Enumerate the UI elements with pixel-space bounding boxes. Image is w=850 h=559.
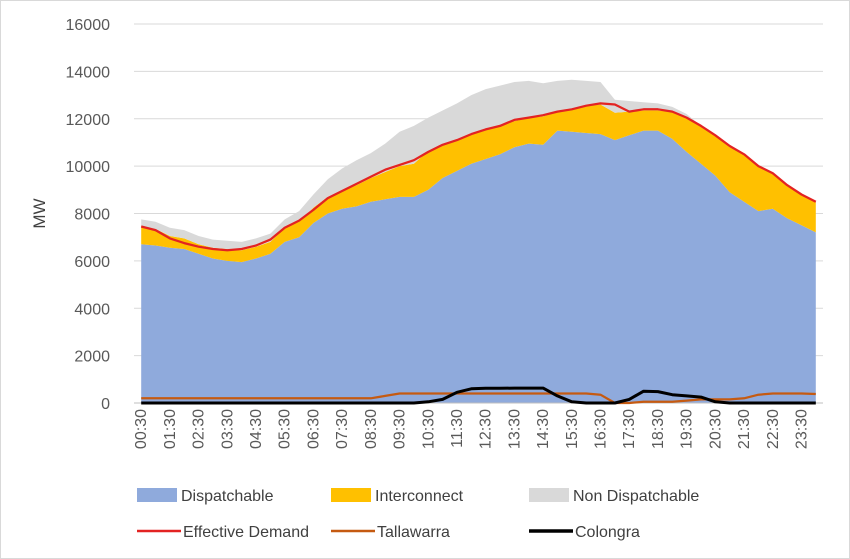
x-tick-label: 12:30 xyxy=(478,409,495,449)
x-tick-label: 23:30 xyxy=(794,409,811,449)
x-tick-label: 19:30 xyxy=(679,409,696,449)
legend-swatch-non-dispatchable xyxy=(529,488,569,502)
legend-label-interconnect: Interconnect xyxy=(375,488,464,505)
x-tick-label: 01:30 xyxy=(162,409,179,449)
y-tick-label: 12000 xyxy=(66,112,111,129)
y-tick-label: 8000 xyxy=(74,207,110,224)
area-interconnect xyxy=(141,104,816,263)
x-tick-label: 04:30 xyxy=(248,409,265,449)
x-tick-label: 20:30 xyxy=(707,409,724,449)
x-tick-label: 16:30 xyxy=(593,409,610,449)
x-tick-label: 21:30 xyxy=(736,409,753,449)
x-tick-label: 09:30 xyxy=(392,409,409,449)
x-tick-label: 22:30 xyxy=(765,409,782,449)
y-tick-label: 16000 xyxy=(66,17,111,34)
legend-label-colongra: Colongra xyxy=(575,524,640,541)
line-colongra xyxy=(141,386,816,405)
legend-label-effective-demand: Effective Demand xyxy=(183,524,309,541)
x-tick-label: 05:30 xyxy=(277,409,294,449)
y-tick-label: 14000 xyxy=(66,64,111,81)
y-tick-label: 2000 xyxy=(74,349,110,366)
y-tick-label: 10000 xyxy=(66,159,111,176)
y-tick-label: 4000 xyxy=(74,301,110,318)
x-tick-label: 02:30 xyxy=(191,409,208,449)
x-tick-label: 15:30 xyxy=(564,409,581,449)
x-tick-label: 00:30 xyxy=(133,409,150,449)
x-tick-label: 17:30 xyxy=(621,409,638,449)
legend-swatch-dispatchable xyxy=(137,488,177,502)
legend-label-tallawarra: Tallawarra xyxy=(377,524,450,541)
line-effective-demand xyxy=(140,102,817,252)
legend-swatch-interconnect xyxy=(331,488,371,502)
x-tick-label: 11:30 xyxy=(449,409,466,448)
y-tick-label: 6000 xyxy=(74,254,110,271)
area-dispatchable xyxy=(141,130,816,403)
y-axis-title: MW xyxy=(30,198,49,228)
area-non-dispatchable xyxy=(141,79,816,251)
x-tick-label: 07:30 xyxy=(334,409,351,449)
x-tick-label: 06:30 xyxy=(305,409,322,449)
x-tick-label: 03:30 xyxy=(219,409,236,449)
x-tick-label: 14:30 xyxy=(535,409,552,449)
x-tick-label: 18:30 xyxy=(650,409,667,449)
legend-label-dispatchable: Dispatchable xyxy=(181,488,274,505)
y-tick-label: 0 xyxy=(101,396,110,413)
x-tick-label: 13:30 xyxy=(506,409,523,449)
legend-label-non-dispatchable: Non Dispatchable xyxy=(573,488,699,505)
x-tick-label: 10:30 xyxy=(420,409,437,449)
x-tick-label: 08:30 xyxy=(363,409,380,449)
